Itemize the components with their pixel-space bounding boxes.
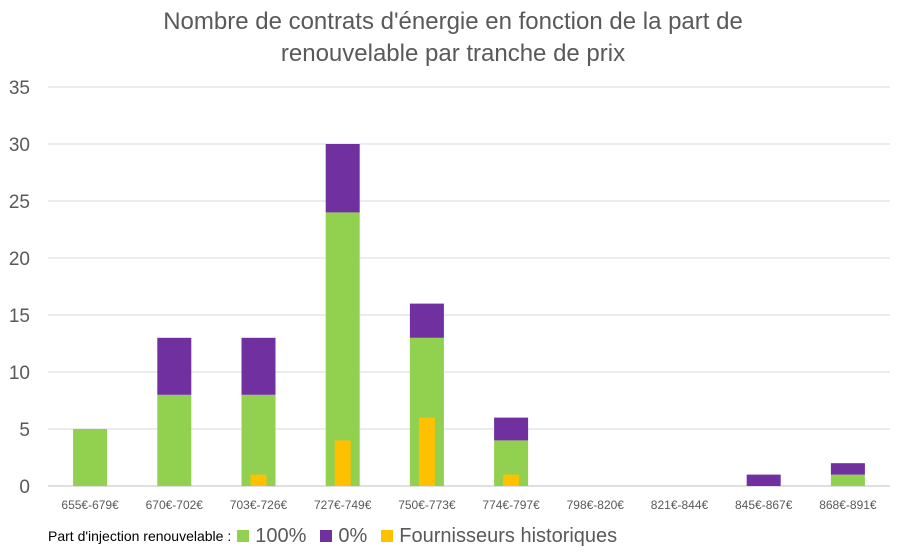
bar-100 bbox=[73, 429, 108, 486]
x-tick-label: 727€-749€ bbox=[314, 498, 372, 512]
bar-0 bbox=[830, 463, 865, 475]
bar-fournisseurs-historiques bbox=[334, 440, 351, 486]
chart-title: Nombre de contrats d'énergie en fonction… bbox=[0, 6, 906, 70]
x-tick-label: 703€-726€ bbox=[230, 498, 288, 512]
legend-item-0: 0% bbox=[320, 525, 367, 548]
chart-title-line-2: renouvelable par tranche de prix bbox=[280, 40, 626, 67]
y-axis-ticks: 0 5 10 15 20 25 30 35 bbox=[9, 78, 30, 498]
bar-0 bbox=[746, 474, 781, 486]
legend-label-0: 0% bbox=[338, 524, 368, 547]
bar-100 bbox=[830, 474, 865, 486]
bar-0 bbox=[241, 337, 276, 395]
x-axis-ticks: 655€-679€ 670€-702€ 703€-726€ 727€-749€ 750€… bbox=[61, 498, 877, 512]
y-tick-label: 10 bbox=[9, 363, 30, 384]
y-tick-label: 5 bbox=[19, 420, 30, 441]
legend-label-100: 100% bbox=[255, 524, 307, 547]
y-tick-label: 35 bbox=[9, 78, 30, 99]
x-tick-label: 821€-844€ bbox=[651, 498, 709, 512]
x-tick-label: 868€-891€ bbox=[819, 498, 877, 512]
bar-fournisseurs-historiques bbox=[418, 417, 435, 486]
bar-100 bbox=[241, 394, 276, 486]
y-tick-label: 25 bbox=[9, 192, 30, 213]
gridlines bbox=[48, 86, 890, 487]
y-tick-label: 30 bbox=[9, 135, 30, 156]
legend-swatch-historiques bbox=[381, 530, 394, 542]
x-tick-label: 670€-702€ bbox=[146, 498, 204, 512]
x-tick-label: 798€-820€ bbox=[567, 498, 625, 512]
bar-0 bbox=[157, 337, 192, 395]
y-tick-label: 0 bbox=[19, 477, 30, 498]
x-tick-label: 774€-797€ bbox=[482, 498, 540, 512]
legend-title: Part d'injection renouvelable : bbox=[48, 528, 232, 544]
x-tick-label: 655€-679€ bbox=[61, 498, 119, 512]
x-tick-label: 845€-867€ bbox=[735, 498, 793, 512]
y-tick-label: 15 bbox=[9, 306, 30, 327]
legend-item-historiques: Fournisseurs historiques bbox=[381, 525, 617, 548]
bar-0 bbox=[494, 417, 529, 441]
legend-swatch-100 bbox=[237, 530, 250, 542]
legend: Part d'injection renouvelable : 100% 0% … bbox=[48, 522, 631, 550]
chart-title-line-1: Nombre de contrats d'énergie en fonction… bbox=[163, 8, 743, 35]
y-tick-label: 20 bbox=[9, 249, 30, 270]
x-tick-label: 750€-773€ bbox=[398, 498, 456, 512]
legend-swatch-0 bbox=[320, 530, 333, 542]
bar-0 bbox=[325, 144, 360, 213]
bar-0 bbox=[409, 303, 444, 338]
bars bbox=[73, 144, 865, 486]
legend-label-historiques: Fournisseurs historiques bbox=[399, 524, 618, 547]
legend-item-100: 100% bbox=[237, 525, 306, 548]
bar-fournisseurs-historiques bbox=[503, 474, 520, 486]
bar-100 bbox=[157, 394, 192, 486]
bar-fournisseurs-historiques bbox=[250, 474, 267, 486]
